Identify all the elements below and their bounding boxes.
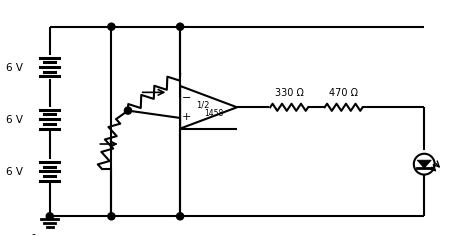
Text: 330 Ω: 330 Ω — [275, 88, 303, 98]
Circle shape — [176, 23, 184, 30]
Text: +: + — [182, 112, 191, 122]
Circle shape — [124, 107, 132, 114]
Text: 470 Ω: 470 Ω — [329, 88, 358, 98]
Text: -: - — [31, 229, 35, 239]
Text: 6 V: 6 V — [6, 115, 23, 125]
Text: 6 V: 6 V — [6, 63, 23, 73]
Circle shape — [176, 213, 184, 220]
Text: 1458: 1458 — [205, 109, 224, 118]
Text: −: − — [182, 93, 191, 103]
Circle shape — [46, 213, 54, 220]
Polygon shape — [417, 160, 431, 168]
Text: 1/2: 1/2 — [196, 101, 210, 110]
Text: 6 V: 6 V — [6, 167, 23, 177]
Circle shape — [108, 23, 115, 30]
Circle shape — [108, 213, 115, 220]
